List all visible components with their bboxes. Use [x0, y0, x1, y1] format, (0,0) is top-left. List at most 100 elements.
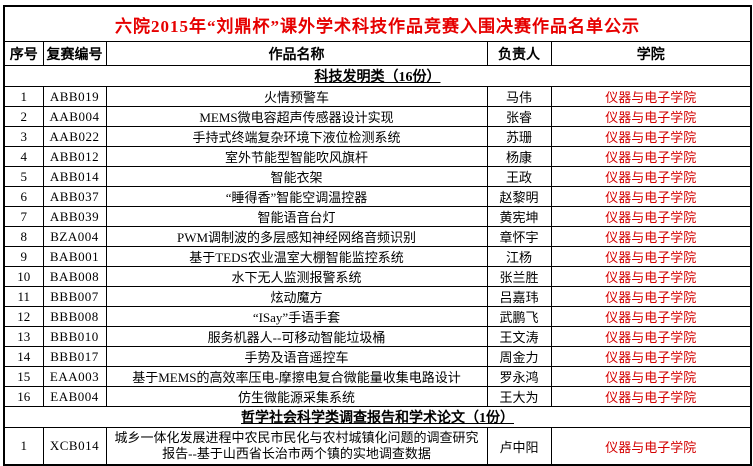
- row-no: 12: [3, 306, 44, 327]
- row-college: 仪器与电子学院: [550, 366, 752, 387]
- table-row: 9 BAB001 基于TEDS农业温室大棚智能监控系统 江杨 仪器与电子学院: [3, 246, 752, 267]
- row-name: 城乡一体化发展进程中农民市民化与农村城镇化问题的调查研究报告--基于山西省长治市…: [105, 427, 488, 466]
- section-header: 科技发明类（16份）: [3, 65, 752, 87]
- row-no: 2: [3, 106, 44, 127]
- row-name: MEMS微电容超声传感器设计实现: [105, 106, 488, 127]
- row-no: 8: [3, 226, 44, 247]
- row-no: 9: [3, 246, 44, 267]
- row-no: 14: [3, 346, 44, 367]
- table-row: 10 BAB008 水下无人监测报警系统 张兰胜 仪器与电子学院: [3, 266, 752, 287]
- row-college: 仪器与电子学院: [550, 306, 752, 327]
- row-name: 手势及语音遥控车: [105, 346, 488, 367]
- row-person: 周金力: [486, 346, 552, 367]
- row-no: 6: [3, 186, 44, 207]
- row-name: 火情预警车: [105, 86, 488, 107]
- row-code: AAB004: [42, 106, 107, 127]
- row-code: ABB014: [42, 166, 107, 187]
- table-row: 12 BBB008 “ISay”手语手套 武鹏飞 仪器与电子学院: [3, 306, 752, 327]
- row-no: 4: [3, 146, 44, 167]
- column-header-college: 学院: [550, 41, 752, 66]
- column-header-person: 负责人: [486, 41, 552, 66]
- row-college: 仪器与电子学院: [550, 166, 752, 187]
- row-code: BZA004: [42, 226, 107, 247]
- table-row: 14 BBB017 手势及语音遥控车 周金力 仪器与电子学院: [3, 346, 752, 367]
- title-row: 六院2015年“刘鼎杯”课外学术科技作品竞赛入围决赛作品名单公示: [3, 5, 752, 42]
- column-header-no: 序号: [3, 41, 44, 66]
- row-college: 仪器与电子学院: [550, 326, 752, 347]
- row-person: 罗永鸿: [486, 366, 552, 387]
- table-row: 11 BBB007 炫动魔方 吕嘉玮 仪器与电子学院: [3, 286, 752, 307]
- row-no: 1: [3, 427, 44, 466]
- row-code: BBB017: [42, 346, 107, 367]
- table-row: 6 ABB037 “睡得香”智能空调温控器 赵黎明 仪器与电子学院: [3, 186, 752, 207]
- row-college: 仪器与电子学院: [550, 226, 752, 247]
- row-person: 王文涛: [486, 326, 552, 347]
- table-row: 16 EAB004 仿生微能源采集系统 王大为 仪器与电子学院: [3, 386, 752, 407]
- row-no: 13: [3, 326, 44, 347]
- row-code: BBB007: [42, 286, 107, 307]
- row-college: 仪器与电子学院: [550, 106, 752, 127]
- row-college: 仪器与电子学院: [550, 246, 752, 267]
- row-name: 仿生微能源采集系统: [105, 386, 488, 407]
- row-code: ABB012: [42, 146, 107, 167]
- row-college: 仪器与电子学院: [550, 286, 752, 307]
- table-row: 1 ABB019 火情预警车 马伟 仪器与电子学院: [3, 86, 752, 107]
- row-person: 黄宪坤: [486, 206, 552, 227]
- section-header-row: 科技发明类（16份）: [3, 65, 752, 87]
- row-no: 3: [3, 126, 44, 147]
- row-name: “ISay”手语手套: [105, 306, 488, 327]
- row-person: 武鹏飞: [486, 306, 552, 327]
- section-header: 哲学社会科学类调查报告和学术论文（1份）: [3, 406, 752, 428]
- table-row: 3 AAB022 手持式终端复杂环境下液位检测系统 苏珊 仪器与电子学院: [3, 126, 752, 147]
- row-college: 仪器与电子学院: [550, 427, 752, 466]
- row-college: 仪器与电子学院: [550, 346, 752, 367]
- row-code: BAB008: [42, 266, 107, 287]
- row-code: ABB037: [42, 186, 107, 207]
- row-college: 仪器与电子学院: [550, 206, 752, 227]
- row-name: 智能衣架: [105, 166, 488, 187]
- row-no: 11: [3, 286, 44, 307]
- row-person: 章怀宇: [486, 226, 552, 247]
- page-title: 六院2015年“刘鼎杯”课外学术科技作品竞赛入围决赛作品名单公示: [3, 5, 752, 42]
- row-no: 1: [3, 86, 44, 107]
- row-code: EAA003: [42, 366, 107, 387]
- row-college: 仪器与电子学院: [550, 266, 752, 287]
- row-name: 手持式终端复杂环境下液位检测系统: [105, 126, 488, 147]
- row-name: 智能语音台灯: [105, 206, 488, 227]
- row-no: 15: [3, 366, 44, 387]
- table-row: 1 XCB014 城乡一体化发展进程中农民市民化与农村城镇化问题的调查研究报告--基…: [3, 427, 752, 466]
- row-person: 杨康: [486, 146, 552, 167]
- row-no: 5: [3, 166, 44, 187]
- row-college: 仪器与电子学院: [550, 86, 752, 107]
- row-code: BAB001: [42, 246, 107, 267]
- results-table: 六院2015年“刘鼎杯”课外学术科技作品竞赛入围决赛作品名单公示 序号 复赛编号…: [3, 5, 753, 466]
- row-person: 赵黎明: [486, 186, 552, 207]
- row-code: ABB019: [42, 86, 107, 107]
- section-header-row: 哲学社会科学类调查报告和学术论文（1份）: [3, 406, 752, 428]
- row-code: BBB010: [42, 326, 107, 347]
- announcement-sheet: 六院2015年“刘鼎杯”课外学术科技作品竞赛入围决赛作品名单公示 序号 复赛编号…: [3, 5, 753, 466]
- row-college: 仪器与电子学院: [550, 146, 752, 167]
- row-name: 水下无人监测报警系统: [105, 266, 488, 287]
- row-no: 7: [3, 206, 44, 227]
- table-row: 13 BBB010 服务机器人--可移动智能垃圾桶 王文涛 仪器与电子学院: [3, 326, 752, 347]
- row-person: 张兰胜: [486, 266, 552, 287]
- row-code: EAB004: [42, 386, 107, 407]
- row-person: 江杨: [486, 246, 552, 267]
- row-code: AAB022: [42, 126, 107, 147]
- row-name: “睡得香”智能空调温控器: [105, 186, 488, 207]
- row-name: 基于TEDS农业温室大棚智能监控系统: [105, 246, 488, 267]
- table-row: 7 ABB039 智能语音台灯 黄宪坤 仪器与电子学院: [3, 206, 752, 227]
- row-no: 10: [3, 266, 44, 287]
- row-code: BBB008: [42, 306, 107, 327]
- column-header-name: 作品名称: [105, 41, 488, 66]
- row-person: 王政: [486, 166, 552, 187]
- table-row: 8 BZA004 PWM调制波的多层感知神经网络音频识别 章怀宇 仪器与电子学院: [3, 226, 752, 247]
- row-name: 服务机器人--可移动智能垃圾桶: [105, 326, 488, 347]
- row-no: 16: [3, 386, 44, 407]
- row-name: PWM调制波的多层感知神经网络音频识别: [105, 226, 488, 247]
- table-row: 5 ABB014 智能衣架 王政 仪器与电子学院: [3, 166, 752, 187]
- row-name: 炫动魔方: [105, 286, 488, 307]
- row-code: XCB014: [42, 427, 107, 466]
- table-row: 2 AAB004 MEMS微电容超声传感器设计实现 张睿 仪器与电子学院: [3, 106, 752, 127]
